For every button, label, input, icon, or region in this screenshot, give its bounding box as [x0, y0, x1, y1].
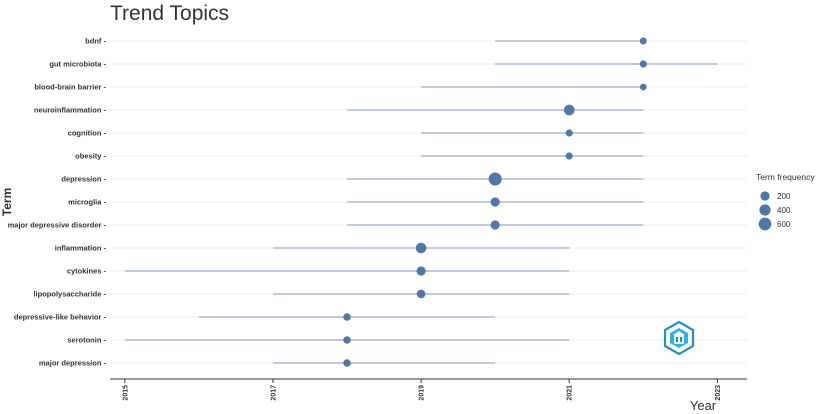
term-point-11 [416, 289, 426, 299]
legend-label-0: 200 [777, 192, 791, 201]
term-label-0: bdnf - [85, 37, 106, 46]
term-point-9 [415, 242, 427, 254]
x-tick-label-4: 2023 [715, 385, 722, 401]
y-axis-title: Term [0, 188, 14, 216]
term-point-8 [490, 220, 500, 230]
x-tick-label-1: 2017 [270, 385, 277, 401]
term-point-10 [416, 266, 426, 276]
term-label-11: lipopolysaccharide - [33, 290, 106, 299]
chart-title: Trend Topics [110, 2, 229, 25]
term-label-3: neuroinflammation - [34, 106, 107, 115]
x-tick-label-2: 2019 [419, 385, 426, 401]
x-tick-label-0: 2015 [122, 385, 129, 401]
term-points [343, 37, 647, 367]
legend-label-2: 600 [777, 220, 791, 229]
legend-point-0 [760, 191, 770, 201]
term-point-3 [563, 104, 575, 116]
term-point-5 [565, 152, 573, 160]
logo-icon [663, 320, 695, 356]
term-label-1: gut microbiota - [49, 60, 106, 69]
term-label-12: depressive-like behavior - [14, 313, 107, 322]
term-point-12 [343, 313, 351, 321]
legend-point-2 [758, 217, 772, 231]
term-point-14 [343, 359, 351, 367]
term-point-2 [639, 83, 647, 91]
y-axis-labels: bdnf - gut microbiota - blood-brain barrie… [8, 37, 107, 368]
term-point-1 [639, 60, 647, 68]
term-label-10: cytokines - [67, 267, 107, 276]
term-label-7: microglia - [68, 198, 106, 207]
term-point-4 [565, 129, 573, 137]
term-point-7 [490, 197, 500, 207]
legend-label-1: 400 [777, 206, 791, 215]
legend: Term frequency 200 400 600 [756, 172, 815, 231]
term-label-13: serotonin - [67, 336, 106, 345]
x-axis-ticks: 2015 2017 2019 2021 2023 [122, 379, 722, 401]
term-label-5: obesity - [75, 152, 106, 161]
term-label-9: inflammation - [55, 244, 107, 253]
term-label-4: cognition - [68, 129, 107, 138]
term-point-13 [343, 336, 351, 344]
legend-point-1 [759, 204, 771, 216]
term-point-6 [488, 172, 502, 186]
term-label-2: blood-brain barrier - [34, 83, 106, 92]
term-point-0 [639, 37, 647, 45]
legend-title: Term frequency [756, 172, 815, 182]
x-axis-title: Year [690, 398, 717, 413]
term-label-6: depression - [61, 175, 106, 184]
x-tick-label-3: 2021 [567, 385, 574, 401]
term-label-14: major depression - [39, 359, 107, 368]
term-label-8: major depressive disorder - [8, 221, 107, 230]
